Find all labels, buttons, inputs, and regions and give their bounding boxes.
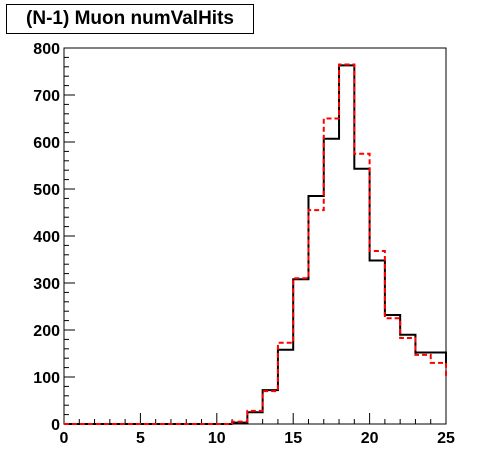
series-layer — [64, 64, 446, 424]
y-tick-label-6: 600 — [33, 135, 60, 152]
x-tick-label-3: 15 — [284, 430, 302, 447]
y-tick-label-5: 500 — [33, 182, 60, 199]
x-tick-label-5: 25 — [437, 430, 455, 447]
y-tick-label-8: 800 — [33, 41, 60, 58]
x-tick-label-4: 20 — [361, 430, 379, 447]
plot-frame — [64, 48, 446, 424]
y-tick-label-1: 100 — [33, 370, 60, 387]
axes: 0 5 10 15 20 25 0 100 200 300 400 500 600 700 800 — [33, 41, 455, 447]
series-1-line — [64, 64, 446, 424]
series-0-line — [64, 65, 446, 424]
y-tick-label-3: 300 — [33, 276, 60, 293]
y-tick-label-0: 0 — [51, 417, 60, 434]
x-tick-label-2: 10 — [208, 430, 226, 447]
y-tick-label-2: 200 — [33, 323, 60, 340]
y-tick-label-4: 400 — [33, 229, 60, 246]
y-tick-label-7: 700 — [33, 88, 60, 105]
chart-title: (N-1) Muon numValHits — [6, 4, 254, 34]
x-tick-label-1: 5 — [136, 430, 145, 447]
x-tick-label-0: 0 — [60, 430, 69, 447]
